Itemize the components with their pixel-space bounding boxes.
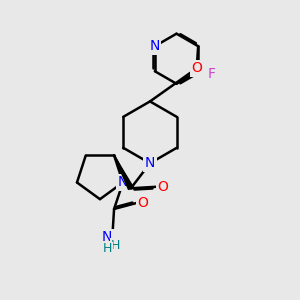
Text: O: O (191, 61, 202, 75)
Text: F: F (207, 67, 215, 81)
Text: O: O (137, 196, 148, 210)
Text: O: O (157, 180, 168, 194)
Text: N: N (102, 230, 112, 244)
Text: N: N (118, 176, 128, 190)
Polygon shape (114, 155, 133, 190)
Text: H: H (111, 239, 120, 252)
Text: N: N (145, 156, 155, 170)
Text: N: N (150, 39, 160, 53)
Text: H: H (103, 242, 112, 255)
